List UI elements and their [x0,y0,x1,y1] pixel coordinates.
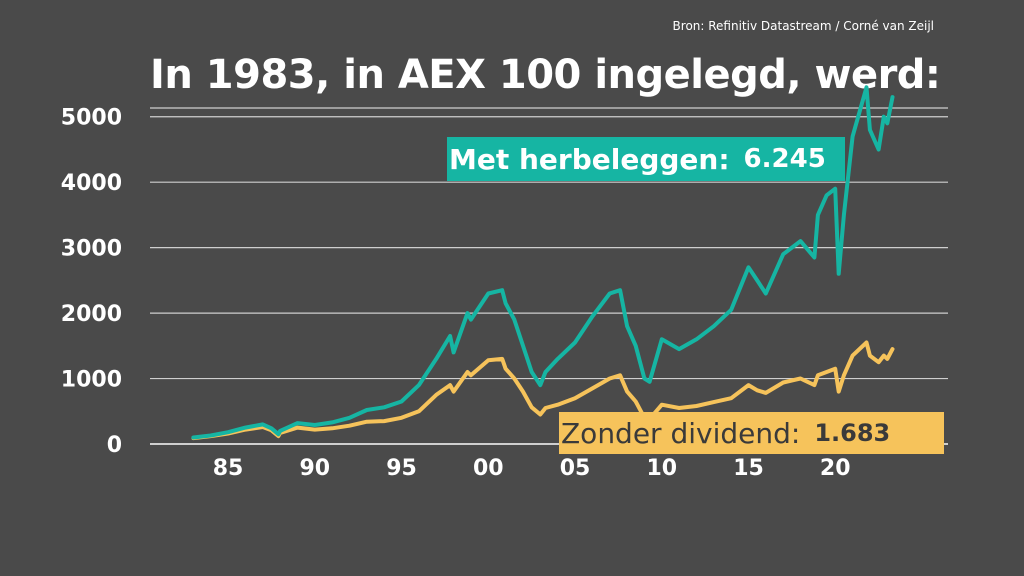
x-tick-label: 20 [820,456,851,481]
chart-title: In 1983, in AEX 100 ingelegd, werd: [150,52,941,98]
zonder-dividend-callout: Zonder dividend: 1.683 [559,412,944,454]
x-tick-label: 10 [646,456,677,481]
zonder-dividend-label: Zonder dividend: [561,416,801,450]
y-tick-label: 3000 [61,237,122,262]
x-tick-label: 90 [299,456,330,481]
x-tick-label: 95 [386,456,417,481]
herbeleggen-callout: Met herbeleggen: 6.245 [447,137,845,181]
y-tick-label: 1000 [61,368,122,393]
herbeleggen-value: 6.245 [743,144,826,174]
x-tick-label: 85 [213,456,244,481]
zonder-dividend-value: 1.683 [814,419,891,447]
x-tick-label: 00 [473,456,504,481]
y-tick-label: 4000 [61,171,122,196]
x-tick-label: 15 [733,456,764,481]
y-tick-label: 5000 [61,106,122,131]
herbeleggen-label: Met herbeleggen: [449,142,730,176]
zonder-dividend-line [191,340,895,441]
herbeleggen-line [191,85,895,440]
y-tick-label: 2000 [61,302,122,327]
y-tick-label: 0 [107,433,122,458]
source-credit: Bron: Refinitiv Datastream / Corné van Z… [672,19,934,33]
x-tick-label: 05 [560,456,591,481]
